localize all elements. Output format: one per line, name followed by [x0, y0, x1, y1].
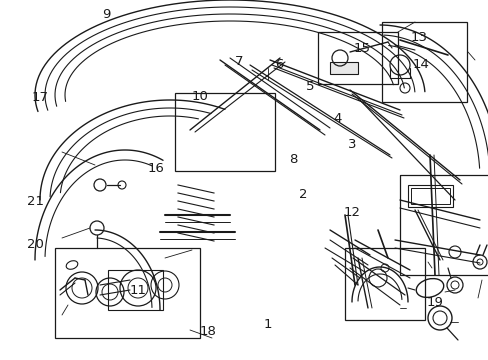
- Bar: [317, 32, 397, 84]
- Bar: [399, 175, 488, 275]
- Text: 16: 16: [147, 162, 163, 175]
- Bar: [407, 185, 452, 207]
- Text: 4: 4: [332, 112, 341, 125]
- Text: 11: 11: [129, 284, 146, 297]
- Text: 8: 8: [288, 153, 297, 166]
- Bar: [175, 93, 274, 171]
- Text: 6: 6: [275, 58, 284, 71]
- Text: 14: 14: [411, 58, 428, 71]
- Text: 15: 15: [353, 42, 369, 55]
- Text: 21: 21: [27, 195, 43, 208]
- Bar: [410, 188, 449, 204]
- Text: 2: 2: [298, 188, 307, 201]
- Bar: [329, 62, 357, 74]
- Bar: [55, 248, 200, 338]
- Text: 12: 12: [343, 206, 360, 219]
- Text: 5: 5: [305, 80, 314, 93]
- Bar: [108, 270, 163, 310]
- Text: 20: 20: [27, 238, 43, 251]
- Text: 3: 3: [347, 138, 356, 150]
- Bar: [381, 22, 466, 102]
- Text: 10: 10: [191, 90, 207, 103]
- Text: 1: 1: [263, 318, 272, 330]
- Bar: [345, 248, 424, 320]
- Text: 13: 13: [410, 31, 427, 44]
- Text: 18: 18: [199, 325, 216, 338]
- Text: 19: 19: [426, 296, 443, 309]
- Text: 9: 9: [102, 8, 111, 21]
- Text: 7: 7: [235, 55, 244, 68]
- Text: 17: 17: [32, 91, 48, 104]
